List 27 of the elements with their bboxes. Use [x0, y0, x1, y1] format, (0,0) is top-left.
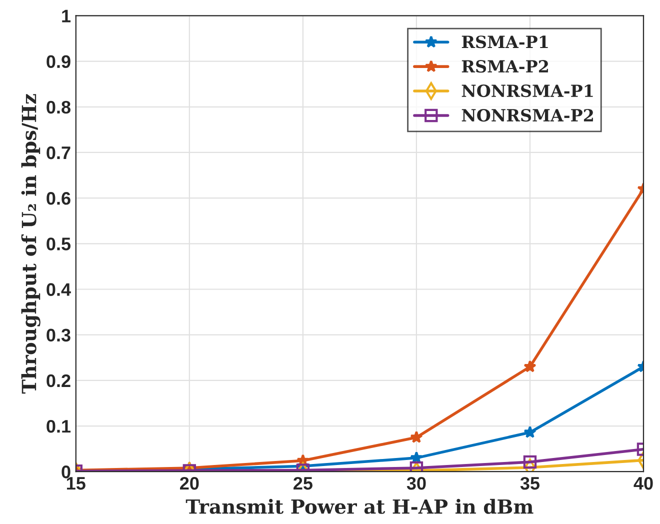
y-tick-label: 0.3	[46, 328, 70, 342]
x-tick-label: 30	[406, 476, 426, 490]
x-tick-label: 25	[294, 476, 312, 490]
point	[410, 430, 423, 443]
y-tick-label: 1	[62, 10, 71, 22]
y-tick-label: 0.2	[46, 374, 70, 388]
legend-label: RSMA-P1	[462, 36, 548, 48]
x-tick-label: 40	[634, 476, 653, 490]
y-tick-label: 0.6	[46, 192, 70, 205]
y-tick-label: 0.9	[46, 55, 70, 68]
point	[523, 455, 537, 469]
y-tick-label: 0.4	[46, 283, 71, 296]
point	[524, 360, 536, 372]
x-axis-title: Transmit Power at H-AP in dBm	[186, 498, 534, 514]
legend-label: RSMA-P2	[462, 60, 548, 73]
x-tick-label: 35	[520, 476, 540, 490]
y-tick-label: 0.7	[46, 146, 70, 160]
y-tick-label: 0.1	[46, 420, 71, 433]
legend-label: NONRSMA-P1	[462, 84, 593, 98]
point	[524, 426, 536, 438]
legend-label: NONRSMA-P2	[462, 108, 593, 122]
x-tick-label: 15	[66, 477, 86, 490]
y-tick-label: 0.8	[46, 100, 70, 114]
y-tick-label: 0.5	[46, 238, 71, 250]
y-axis-title: Throughput of U₂ in bps/Hz	[21, 94, 40, 394]
x-tick-label: 20	[180, 476, 199, 490]
y-tick-label: 0	[62, 466, 70, 478]
